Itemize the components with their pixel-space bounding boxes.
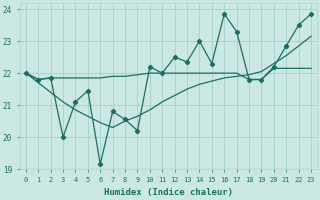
X-axis label: Humidex (Indice chaleur): Humidex (Indice chaleur) [104,188,233,197]
